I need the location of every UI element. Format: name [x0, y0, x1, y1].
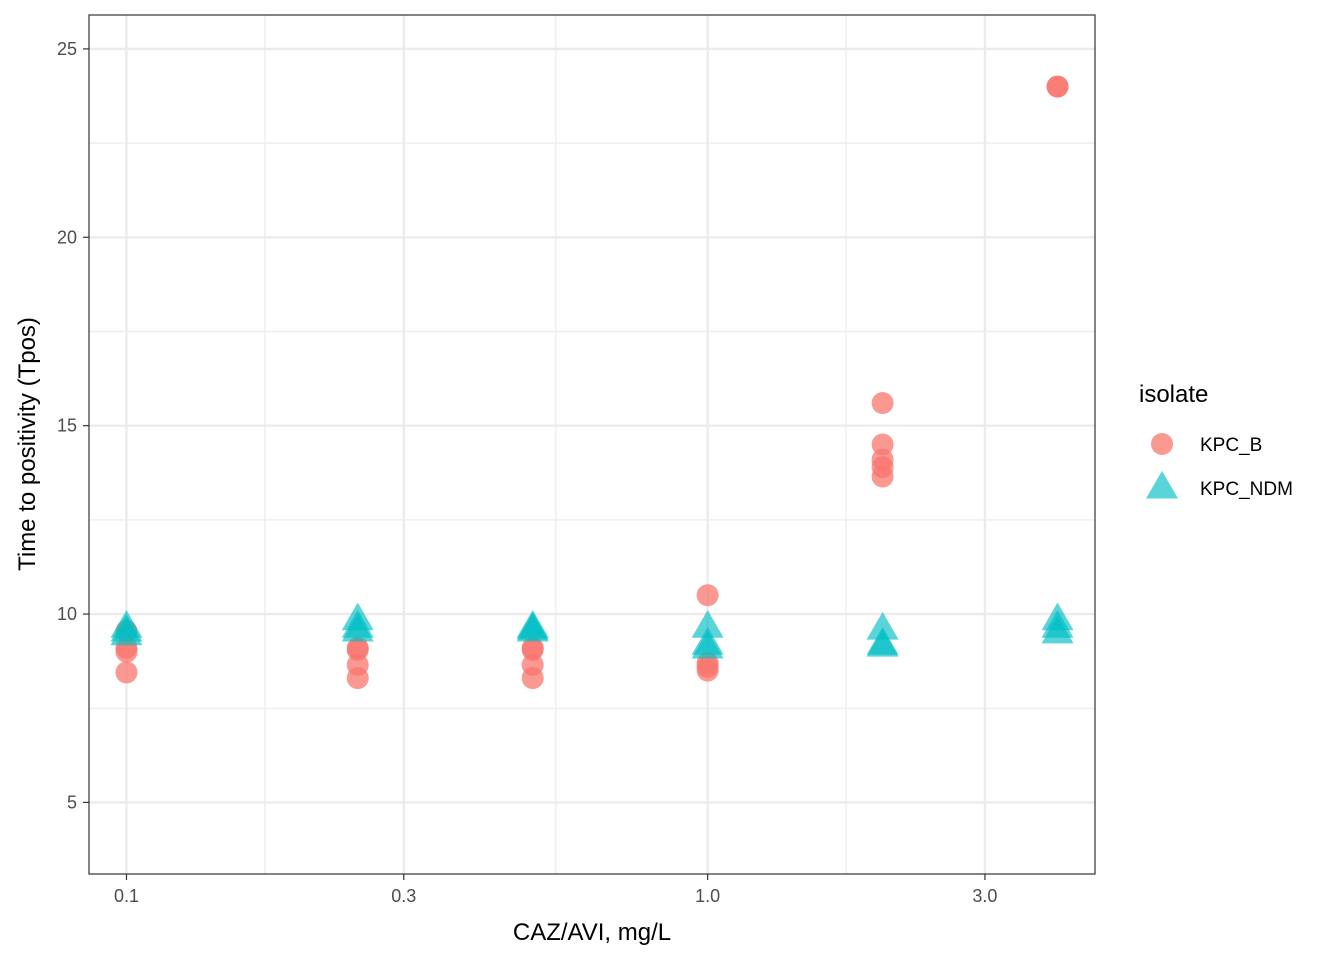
legend-key-kpc-ndm — [1146, 470, 1178, 499]
point-kpc-ndm — [866, 611, 899, 640]
plot-background — [89, 15, 1095, 874]
y-axis-title: Time to positivity (Tpos) — [14, 317, 41, 571]
point-kpc-b — [1046, 75, 1069, 98]
y-tick-label: 10 — [57, 604, 77, 624]
legend-label-kpc-b: KPC_B — [1200, 435, 1262, 456]
point-kpc-b — [696, 659, 719, 682]
point-kpc-b — [346, 667, 369, 690]
point-kpc-ndm — [516, 613, 549, 642]
legend-items: KPC_B KPC_NDM — [1146, 433, 1293, 500]
plot-border — [88, 14, 1096, 875]
legend-title: isolate — [1139, 381, 1208, 408]
x-tick-label: 0.3 — [391, 886, 416, 906]
x-tick-label: 3.0 — [972, 886, 997, 906]
x-axis-title: CAZ/AVI, mg/L — [513, 919, 671, 946]
y-tick-label: 15 — [57, 416, 77, 436]
x-tick-label: 0.1 — [114, 886, 139, 906]
y-tick-label: 20 — [57, 227, 77, 247]
x-tick-label: 1.0 — [695, 886, 720, 906]
point-kpc-b — [115, 640, 138, 663]
point-kpc-b — [346, 638, 369, 661]
point-kpc-ndm — [1041, 615, 1074, 644]
point-kpc-b — [115, 661, 138, 684]
data-points — [110, 75, 1074, 690]
point-kpc-b — [521, 638, 544, 661]
point-kpc-b — [521, 667, 544, 690]
legend-label-kpc-ndm: KPC_NDM — [1200, 479, 1293, 500]
y-tick-label: 25 — [57, 39, 77, 59]
point-kpc-b — [696, 584, 719, 607]
legend: isolate KPC_B KPC_NDM — [1139, 381, 1293, 500]
point-kpc-b — [871, 392, 894, 415]
point-kpc-b — [871, 433, 894, 456]
point-kpc-b — [871, 465, 894, 488]
x-axis: 0.1 0.3 1.0 3.0 — [114, 874, 997, 906]
point-kpc-ndm — [691, 610, 724, 638]
y-tick-label: 5 — [67, 792, 77, 812]
point-kpc-ndm — [691, 630, 724, 659]
minor-gridlines — [89, 15, 1095, 874]
point-kpc-ndm — [110, 617, 143, 646]
legend-key-kpc-b — [1151, 433, 1173, 455]
point-kpc-ndm — [341, 613, 374, 642]
point-kpc-ndm — [866, 628, 899, 657]
y-axis: 5 10 15 20 25 — [57, 39, 89, 812]
major-gridlines — [89, 15, 1095, 874]
